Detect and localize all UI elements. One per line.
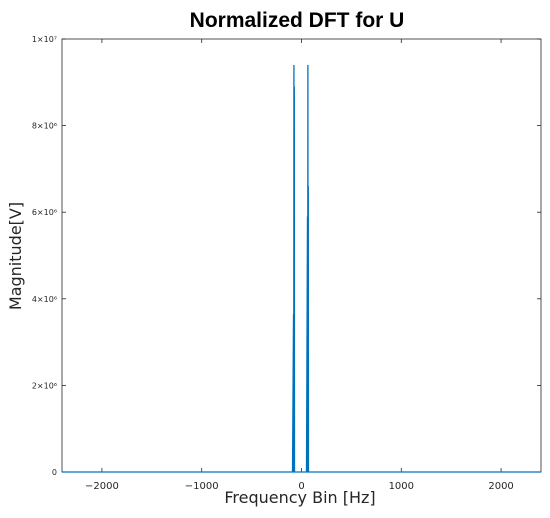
x-tick-label: −2000 xyxy=(85,481,119,492)
x-axis: −2000 −1000 0 1000 2000 xyxy=(85,39,514,492)
chart-title: Normalized DFT for U xyxy=(190,9,405,32)
x-tick-label: 0 xyxy=(298,481,304,492)
x-tick-label: 2000 xyxy=(488,481,513,492)
y-tick-label: 2×10⁶ xyxy=(32,381,57,390)
x-tick-label: 1000 xyxy=(389,481,414,492)
y-tick-label: 6×10⁶ xyxy=(32,208,57,217)
y-axis-label: Magnitude[V] xyxy=(6,202,25,310)
x-axis-label: Frequency Bin [Hz] xyxy=(224,488,375,507)
y-tick-label: 4×10⁶ xyxy=(32,295,57,304)
series-line xyxy=(62,64,541,473)
series-layer xyxy=(62,64,541,473)
x-tick-label: −1000 xyxy=(185,481,219,492)
y-tick-label: 8×10⁶ xyxy=(32,122,57,131)
y-tick-label: 1×10⁷ xyxy=(32,35,57,44)
y-tick-label: 0 xyxy=(52,468,57,477)
plot-area xyxy=(61,38,542,473)
